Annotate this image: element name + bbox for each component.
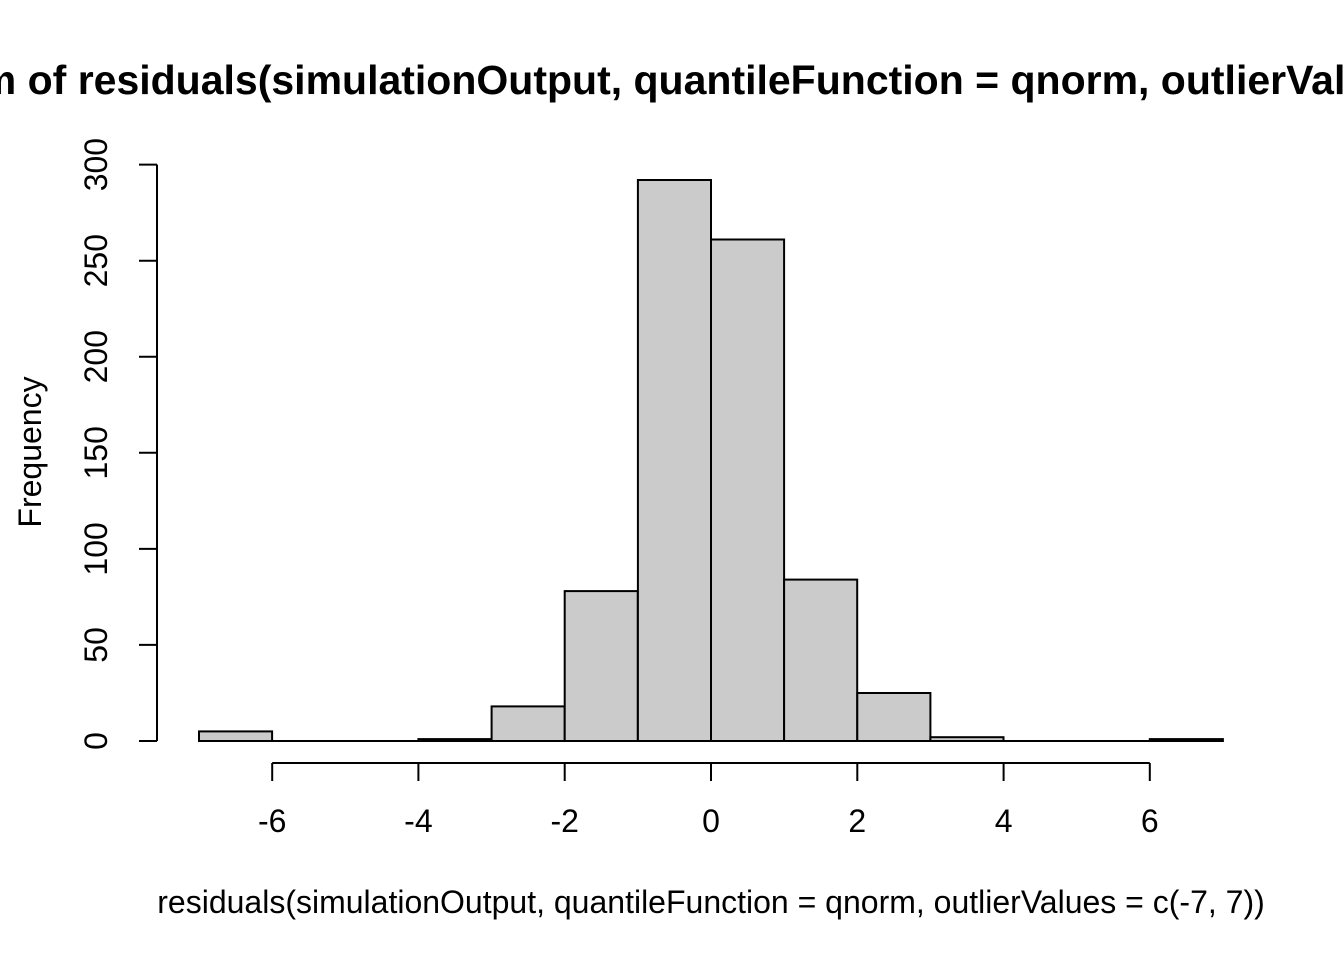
x-tick-label: 4 — [995, 803, 1013, 839]
histogram-bar — [563, 590, 639, 742]
y-axis-label: Frequency — [12, 376, 48, 527]
x-tick-label: -2 — [550, 803, 578, 839]
y-tick-label: 0 — [78, 732, 114, 750]
y-tick-label: 100 — [78, 522, 114, 575]
x-tick-label: 2 — [848, 803, 866, 839]
y-tick-label: 50 — [78, 627, 114, 663]
histogram-bar — [636, 179, 713, 742]
histogram-bar — [856, 692, 932, 742]
histogram-bar — [198, 730, 274, 743]
y-tick-label: 300 — [78, 138, 114, 191]
histogram-bar — [490, 705, 566, 743]
x-tick-label: -4 — [404, 803, 432, 839]
y-tick-label: 250 — [78, 234, 114, 287]
y-tick-label: 200 — [78, 330, 114, 383]
histogram-bar — [710, 238, 786, 742]
x-tick-label: 0 — [702, 803, 720, 839]
x-axis-label: residuals(simulationOutput, quantileFunc… — [157, 884, 1265, 920]
x-tick-label: 6 — [1141, 803, 1159, 839]
plot-title: Histogram of residuals(simulationOutput,… — [0, 57, 1344, 103]
y-tick-label: 150 — [78, 426, 114, 479]
histogram-bar — [783, 578, 859, 742]
x-tick-label: -6 — [258, 803, 286, 839]
